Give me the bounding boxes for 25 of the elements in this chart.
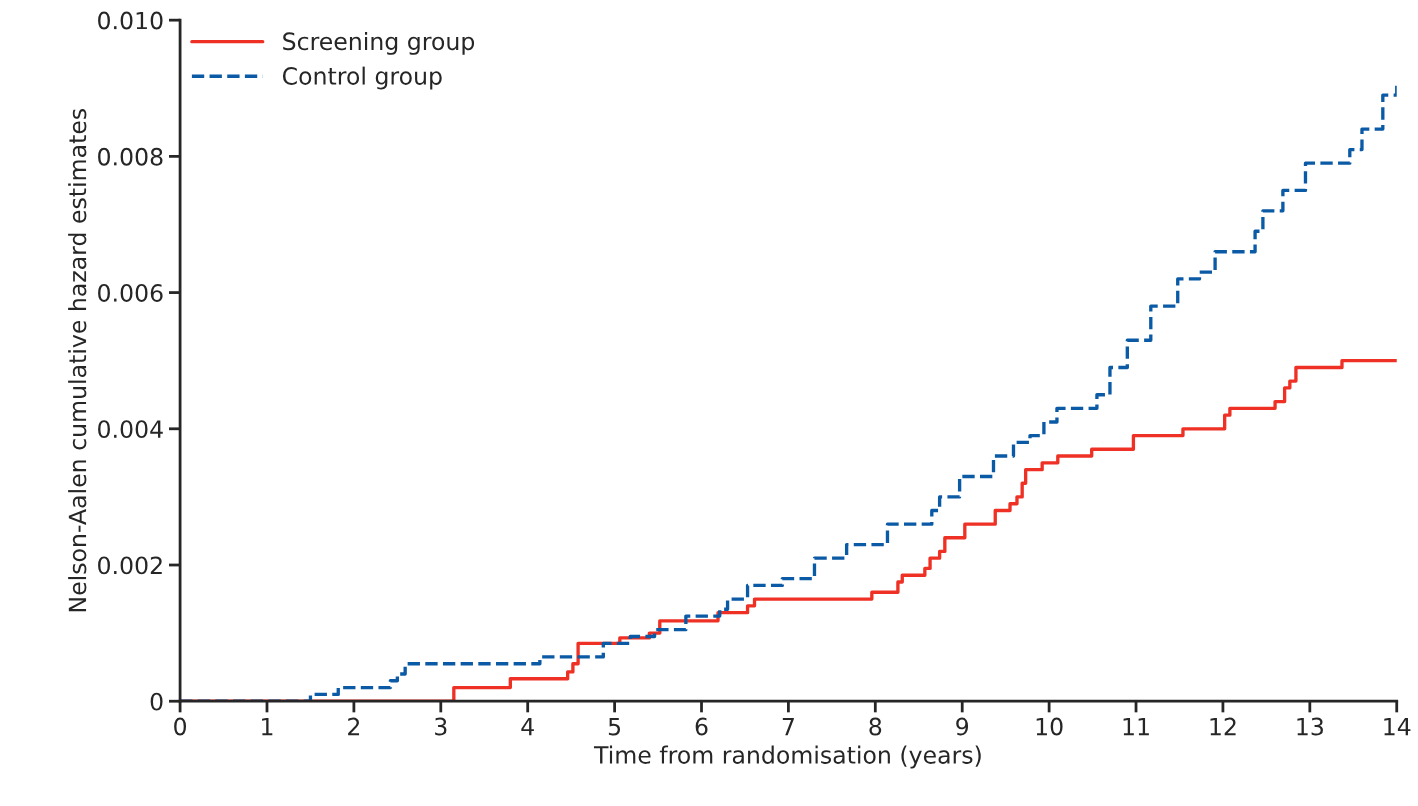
y-tick-label: 0.002 — [98, 556, 162, 575]
y-axis-title: Nelson-Aalen cumulative hazard estimates — [68, 109, 87, 612]
legend-label: Control group — [282, 66, 442, 90]
x-tick-label: 12 — [1210, 717, 1236, 736]
y-tick-label: 0.004 — [98, 420, 163, 439]
y-tick-label: 0.006 — [98, 284, 163, 302]
x-tick-label: 4 — [521, 717, 534, 736]
x-tick-label: 7 — [782, 717, 794, 736]
x-tick-label: 5 — [608, 717, 621, 736]
x-tick-label: 9 — [956, 717, 969, 736]
x-tick-label: 6 — [695, 717, 708, 736]
x-tick-label: 11 — [1123, 717, 1149, 736]
y-tick-label: 0 — [150, 692, 163, 711]
y-tick-label: 0.008 — [98, 147, 163, 166]
x-tick-label: 8 — [869, 717, 882, 736]
x-tick-label: 1 — [262, 717, 273, 736]
x-tick-label: 3 — [435, 717, 447, 736]
x-tick-label: 14 — [1384, 717, 1411, 736]
x-tick-label: 0 — [174, 717, 187, 736]
legend-label: Screening group — [283, 31, 475, 55]
x-tick-label: 2 — [348, 717, 360, 736]
x-tick-label: 13 — [1297, 717, 1323, 736]
x-tick-label: 10 — [1036, 717, 1063, 736]
y-tick-label: 0.010 — [98, 11, 163, 30]
x-axis-title: Time from randomisation (years) — [593, 745, 981, 769]
